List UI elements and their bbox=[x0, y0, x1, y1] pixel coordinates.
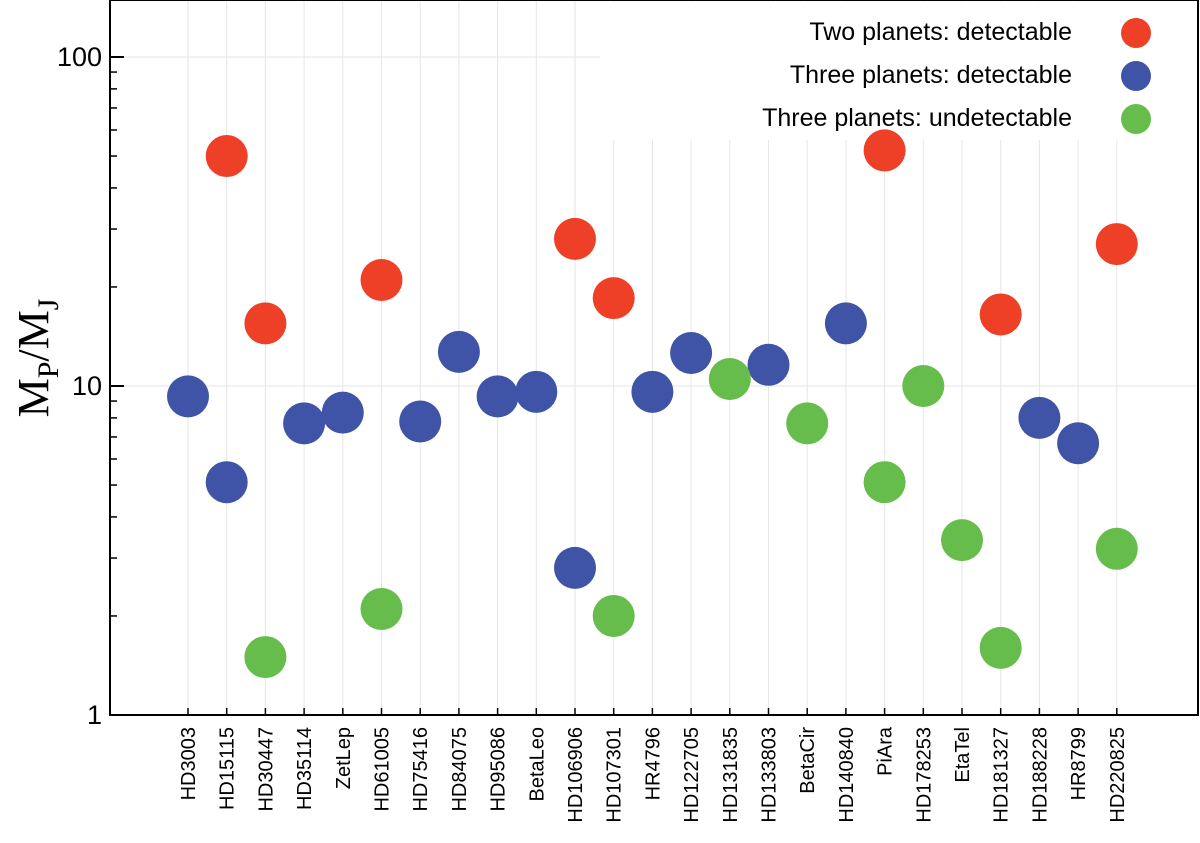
data-point bbox=[708, 358, 751, 401]
x-tick-label: HD30447 bbox=[255, 727, 277, 812]
x-tick-label: HD140840 bbox=[836, 727, 858, 823]
data-points bbox=[167, 129, 1138, 679]
legend-marker bbox=[1121, 104, 1151, 134]
legend-label: Three planets: undetectable bbox=[762, 104, 1072, 132]
y-tick-label: 10 bbox=[72, 371, 102, 401]
x-tick-label: BetaCir bbox=[797, 727, 819, 794]
x-tick-label: HD84075 bbox=[449, 727, 471, 812]
data-point bbox=[476, 375, 519, 418]
data-point bbox=[631, 370, 674, 413]
y-tick-label: 100 bbox=[57, 42, 102, 72]
x-tick-label: HD178253 bbox=[913, 727, 935, 823]
x-tick-label: HR4796 bbox=[642, 727, 664, 800]
legend-background bbox=[600, 2, 1196, 140]
x-tick-label: HD3003 bbox=[178, 727, 200, 800]
data-point bbox=[941, 519, 983, 562]
x-tick-label: HD122705 bbox=[681, 727, 703, 823]
data-point bbox=[515, 370, 558, 413]
x-tick-label: HD95086 bbox=[488, 727, 510, 812]
x-tick-label: ZetLep bbox=[333, 727, 355, 789]
x-tick-label: PiAra bbox=[875, 726, 897, 776]
legend-background-layer bbox=[600, 2, 1196, 140]
data-point bbox=[1018, 396, 1061, 439]
data-point bbox=[244, 302, 287, 345]
x-tick-label: HD61005 bbox=[372, 727, 394, 812]
data-point bbox=[167, 375, 209, 418]
plot-frame bbox=[109, 0, 1199, 716]
y-axis-label: MP/MJ bbox=[9, 298, 65, 417]
x-tick-label: HD15115 bbox=[217, 727, 239, 810]
data-point bbox=[1057, 422, 1100, 465]
legend-label: Two planets: detectable bbox=[809, 18, 1072, 46]
x-axis: HD3003 HD15115 HD30447 HD35114 ZetLep HD61005… bbox=[178, 708, 1129, 823]
data-point bbox=[979, 293, 1022, 336]
x-tick-label: HD188228 bbox=[1029, 727, 1051, 823]
x-tick-label: HR8799 bbox=[1068, 727, 1090, 800]
data-point bbox=[747, 343, 790, 386]
data-point bbox=[554, 217, 596, 260]
data-point bbox=[824, 302, 867, 345]
x-tick-label: EtaTel bbox=[952, 727, 974, 783]
x-tick-label: HD106906 bbox=[565, 727, 587, 823]
data-point bbox=[283, 402, 326, 445]
legend-marker bbox=[1121, 18, 1151, 48]
x-tick-label: BetaLeo bbox=[526, 727, 548, 802]
data-point bbox=[863, 461, 906, 504]
x-tick-label: HD35114 bbox=[294, 727, 316, 810]
data-point bbox=[205, 135, 248, 178]
data-point bbox=[786, 402, 829, 445]
x-tick-label: HD133803 bbox=[759, 727, 781, 823]
legend-marker bbox=[1121, 61, 1151, 91]
legend: Two planets: detectable Three planets: de… bbox=[762, 18, 1151, 134]
data-point bbox=[1095, 527, 1138, 570]
y-tick-label: 1 bbox=[87, 700, 102, 730]
x-tick-label: HD220825 bbox=[1107, 727, 1129, 823]
data-point bbox=[902, 365, 945, 407]
y-axis: 1 10 100 bbox=[57, 42, 124, 730]
data-point bbox=[205, 461, 248, 504]
data-point bbox=[437, 330, 480, 373]
data-point bbox=[321, 391, 364, 434]
x-tick-label: HD107301 bbox=[604, 727, 626, 823]
data-point bbox=[399, 400, 442, 443]
data-point bbox=[244, 636, 287, 679]
x-tick-label: HD75416 bbox=[410, 727, 432, 812]
data-point bbox=[1095, 223, 1138, 266]
data-point bbox=[554, 546, 596, 589]
legend-label: Three planets: detectable bbox=[790, 61, 1072, 89]
x-tick-label: HD131835 bbox=[720, 727, 742, 823]
data-point bbox=[979, 626, 1022, 669]
x-tick-label: HD181327 bbox=[991, 727, 1013, 823]
data-point bbox=[592, 594, 635, 637]
data-point bbox=[592, 277, 635, 320]
data-point bbox=[360, 587, 403, 630]
data-point bbox=[863, 129, 906, 172]
data-point bbox=[360, 258, 403, 301]
grid-lines bbox=[110, 0, 1198, 715]
data-point bbox=[670, 331, 713, 374]
